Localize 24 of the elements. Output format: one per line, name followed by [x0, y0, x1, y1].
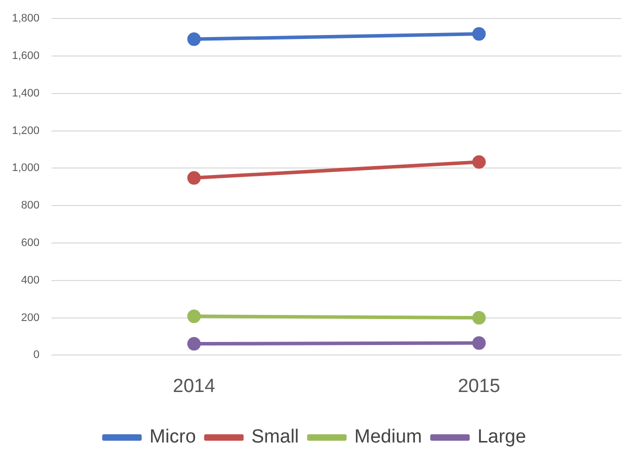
point	[472, 311, 486, 325]
x-tick-label: 2015	[458, 376, 500, 397]
y-tick-label: 600	[21, 237, 40, 250]
point	[472, 336, 486, 350]
x-tick-label: 2014	[172, 376, 216, 397]
point	[472, 27, 486, 41]
y-tick-label: 1,600	[12, 50, 40, 62]
y-tick-label: 1,200	[12, 124, 40, 137]
point	[187, 32, 201, 46]
legend-label: Micro	[149, 426, 196, 448]
y-tick-label: 800	[21, 200, 40, 212]
legend-label: Large	[477, 426, 526, 448]
y-tick-label: 1,800	[12, 12, 40, 25]
legend-label: Medium	[354, 426, 422, 448]
point	[472, 155, 486, 169]
y-tick-label: 200	[21, 312, 40, 324]
legend-label: Small	[251, 426, 299, 448]
y-tick-label: 0	[33, 349, 40, 362]
point	[187, 337, 201, 351]
y-tick-label: 400	[21, 274, 40, 286]
point	[187, 310, 201, 324]
y-tick-label: 1,000	[12, 162, 40, 174]
point	[187, 171, 201, 185]
y-tick-label: 1,400	[12, 87, 40, 100]
